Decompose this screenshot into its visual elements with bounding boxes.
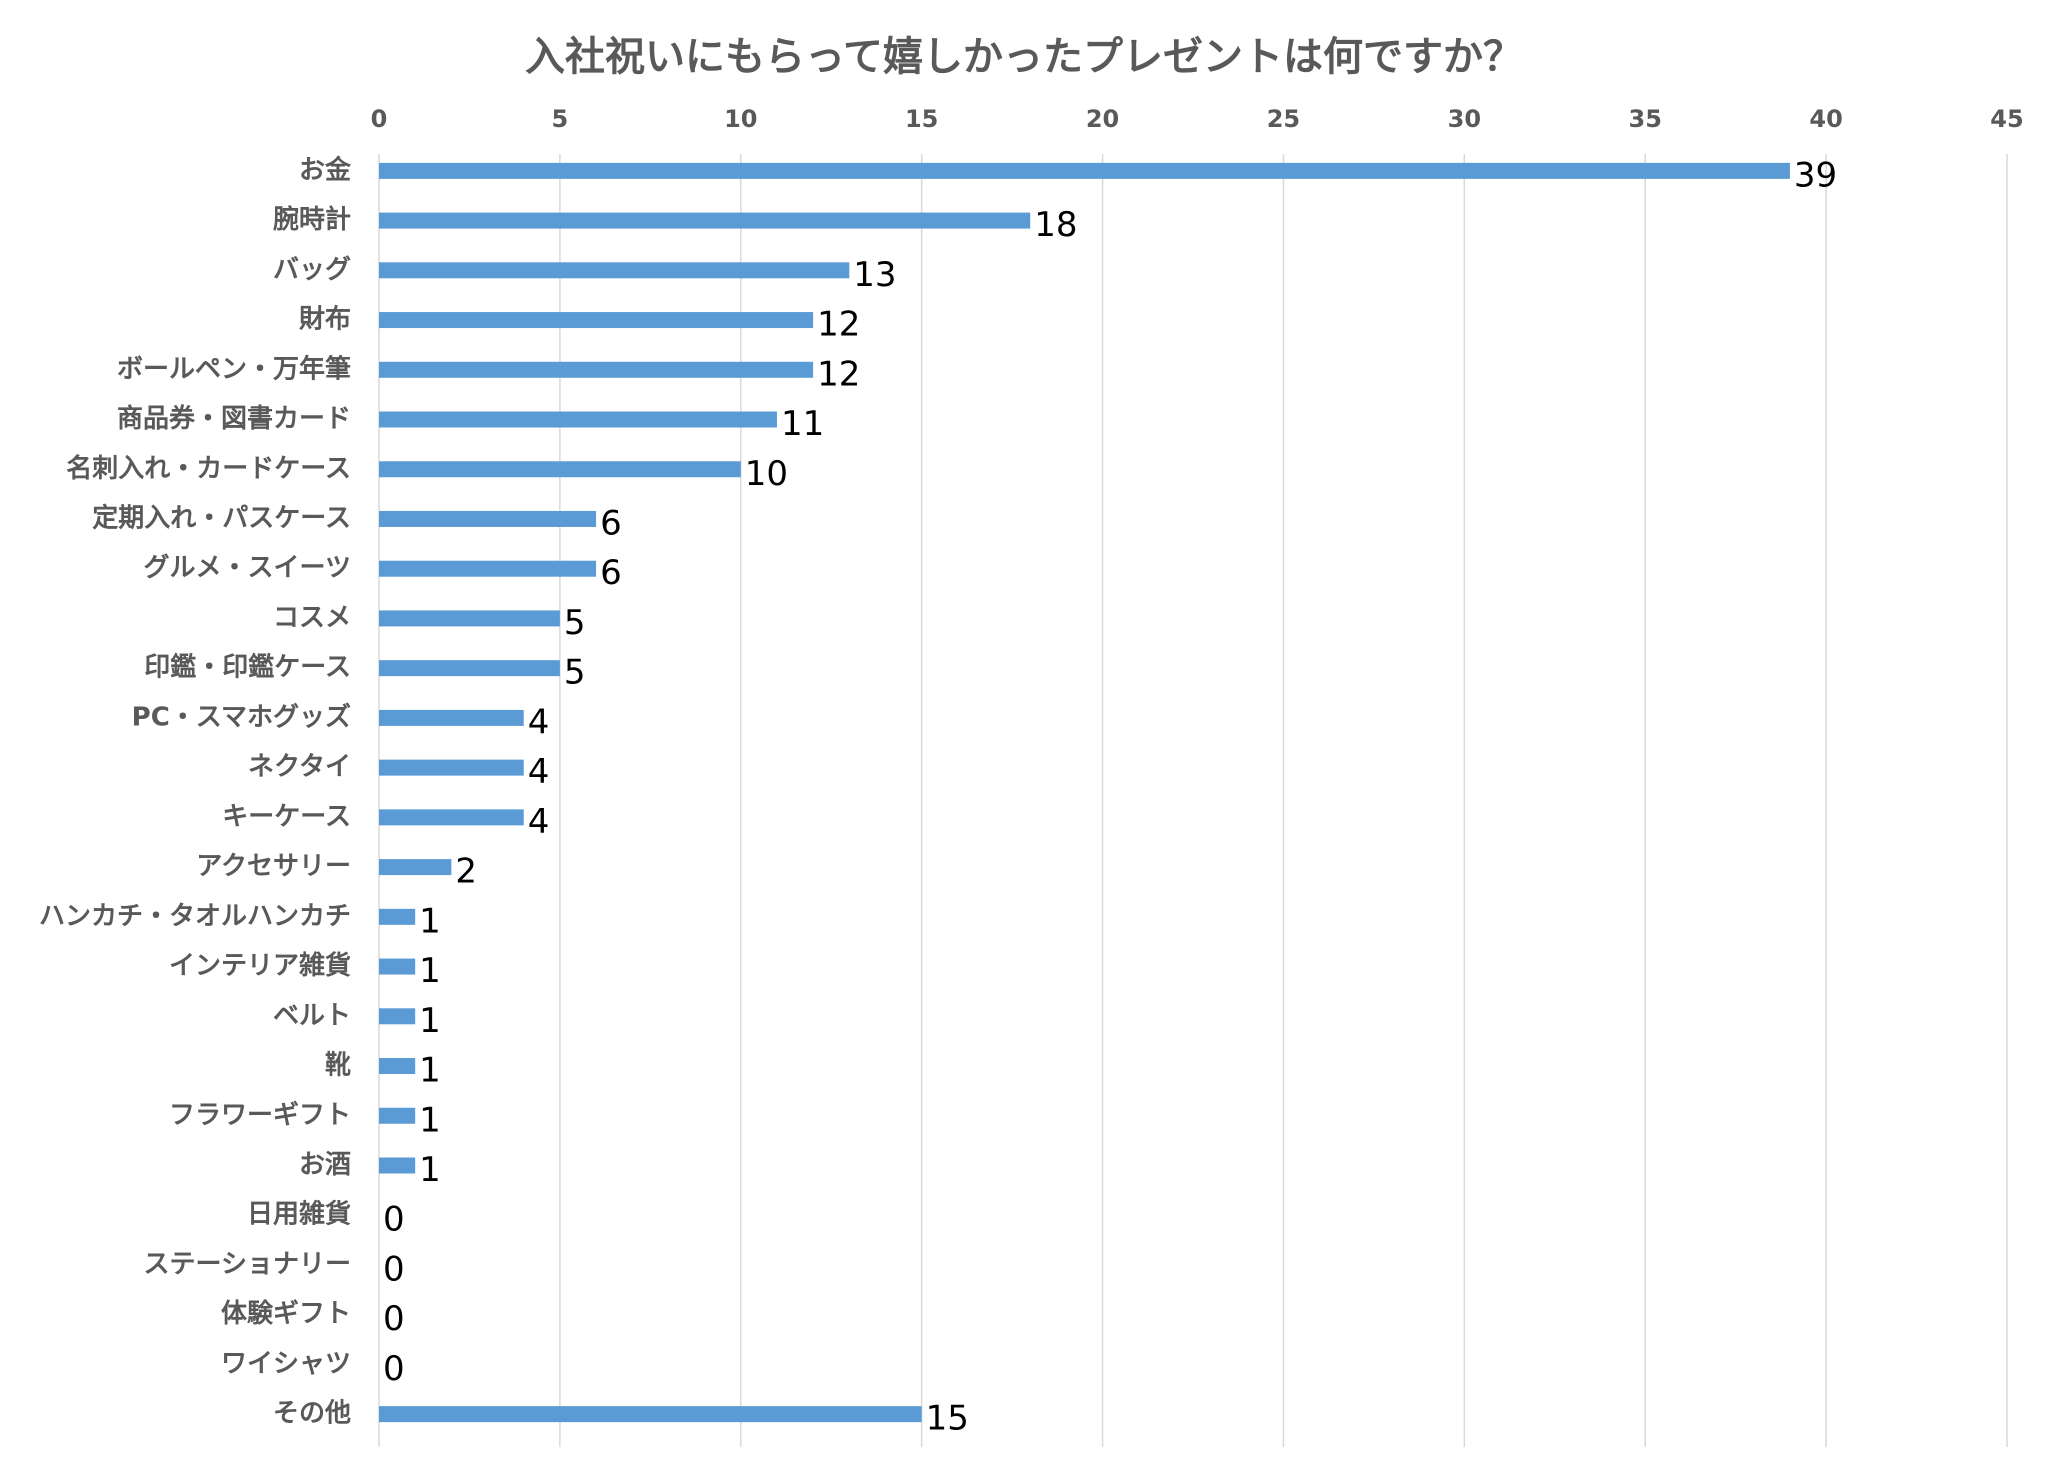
y-tick-label: 体験ギフト — [221, 1299, 351, 1329]
value-label: 13 — [853, 255, 896, 295]
x-tick-label: 5 — [552, 105, 569, 133]
y-tick-label: 印鑑・印鑑ケース — [144, 652, 351, 683]
y-tick-label: コスメ — [273, 603, 351, 633]
bar — [379, 1058, 416, 1075]
y-tick-label: 靴 — [325, 1051, 351, 1081]
bar — [379, 162, 1790, 179]
x-tick-label: 45 — [1990, 105, 2023, 133]
y-tick-label: ステーショナリー — [144, 1249, 351, 1279]
y-tick-label: その他 — [273, 1399, 351, 1429]
value-label: 12 — [817, 354, 860, 394]
y-tick-label: ベルト — [273, 1001, 351, 1031]
value-label: 0 — [383, 1200, 405, 1240]
value-label: 6 — [600, 553, 622, 593]
x-tick-label: 0 — [371, 105, 388, 133]
value-label: 0 — [383, 1349, 405, 1389]
y-tick-label: アクセサリー — [196, 852, 351, 882]
x-tick-label: 20 — [1086, 105, 1119, 133]
value-label: 5 — [564, 603, 586, 643]
y-tick-label: ボールペン・万年筆 — [117, 353, 351, 384]
bar — [379, 709, 524, 726]
bar — [379, 610, 560, 627]
bar — [379, 1406, 922, 1423]
y-tick-label: バッグ — [273, 255, 351, 285]
value-label: 18 — [1034, 205, 1077, 245]
y-tick-label: ネクタイ — [248, 752, 351, 782]
value-label: 1 — [419, 1100, 441, 1140]
y-tick-label: 商品券・図書カード — [117, 403, 351, 434]
bar — [379, 908, 416, 925]
value-label: 11 — [781, 404, 824, 444]
bar — [379, 660, 560, 677]
bar — [379, 212, 1031, 229]
bar — [379, 1157, 416, 1174]
value-label: 12 — [817, 305, 860, 345]
y-tick-label: 財布 — [299, 305, 351, 335]
y-tick-label: 定期入れ・パスケース — [92, 502, 351, 533]
bar — [379, 1107, 416, 1124]
bar — [379, 461, 741, 478]
x-tick-label: 40 — [1809, 105, 1842, 133]
x-tick-label: 30 — [1448, 105, 1481, 133]
value-label: 10 — [745, 454, 788, 494]
bar — [379, 859, 452, 876]
value-label: 1 — [419, 951, 441, 991]
y-tick-label: キーケース — [222, 802, 351, 832]
value-label: 39 — [1794, 155, 1837, 195]
y-tick-label: 腕時計 — [272, 204, 351, 235]
y-tick-label: 名刺入れ・カードケース — [66, 453, 351, 484]
bar — [379, 759, 524, 776]
y-tick-label: ハンカチ・タオルハンカチ — [39, 901, 351, 931]
bar — [379, 1008, 416, 1025]
bar — [379, 361, 814, 378]
bar — [379, 809, 524, 826]
value-label: 15 — [926, 1399, 969, 1439]
y-tick-label: PC・スマホグッズ — [132, 701, 351, 732]
bar — [379, 560, 597, 577]
value-label: 5 — [564, 653, 586, 693]
value-label: 1 — [419, 1150, 441, 1190]
x-tick-label: 15 — [905, 105, 938, 133]
value-label: 0 — [383, 1249, 405, 1289]
y-tick-label: インテリア雑貨 — [169, 950, 351, 981]
value-label: 1 — [419, 1001, 441, 1041]
chart-title: 入社祝いにもらって嬉しかったプレゼントは何ですか？ — [525, 34, 1523, 80]
y-tick-label: お酒 — [299, 1150, 351, 1180]
y-tick-label: お金 — [299, 154, 352, 185]
value-label: 4 — [528, 702, 550, 742]
value-label: 4 — [528, 752, 550, 792]
bar — [379, 262, 850, 279]
x-tick-label: 25 — [1267, 105, 1300, 133]
bar — [379, 958, 416, 975]
value-label: 6 — [600, 503, 622, 543]
bar — [379, 510, 597, 527]
bar — [379, 312, 814, 329]
value-label: 0 — [383, 1299, 405, 1339]
x-tick-label: 35 — [1629, 105, 1662, 133]
y-tick-label: グルメ・スイーツ — [144, 553, 351, 583]
value-label: 1 — [419, 1051, 441, 1091]
y-tick-label: 日用雑貨 — [247, 1199, 351, 1230]
y-tick-label: フラワーギフト — [169, 1100, 351, 1130]
x-tick-label: 10 — [724, 105, 757, 133]
bar — [379, 411, 777, 428]
value-label: 2 — [455, 852, 477, 892]
y-tick-label: ワイシャツ — [221, 1349, 351, 1379]
value-label: 1 — [419, 901, 441, 941]
value-label: 4 — [528, 802, 550, 842]
